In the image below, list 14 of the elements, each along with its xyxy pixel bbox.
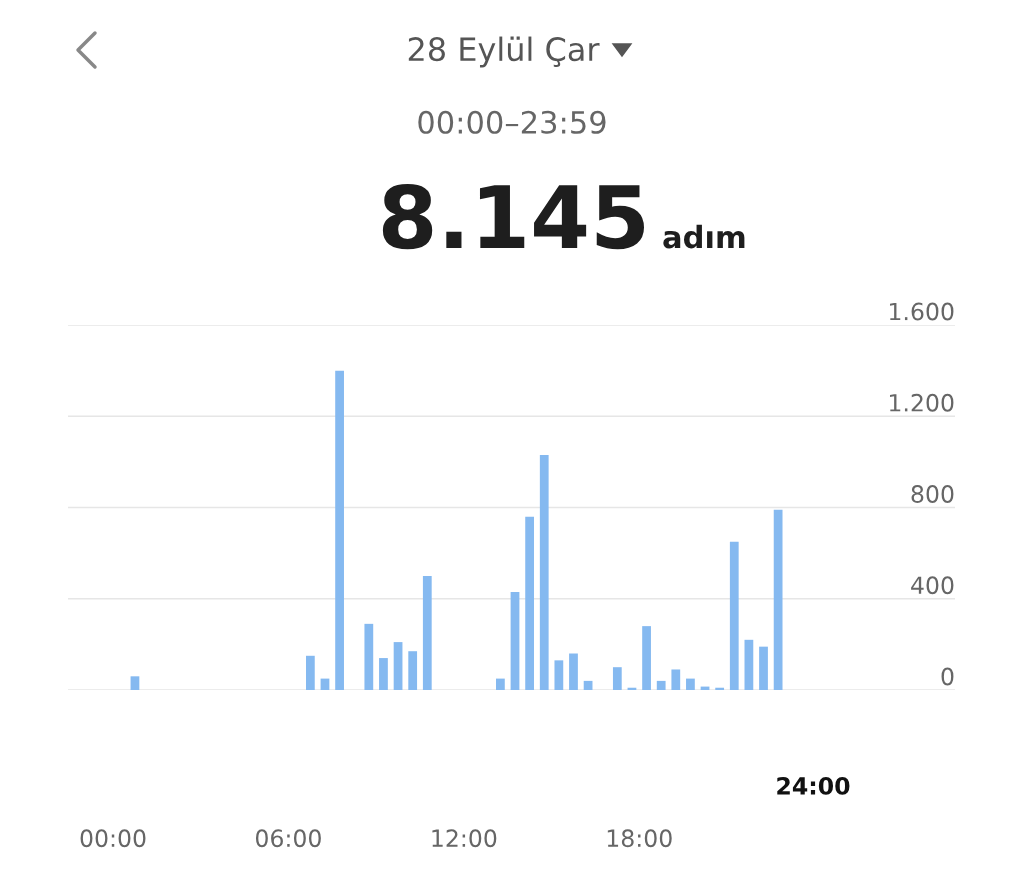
x-tick-label: 00:00: [80, 829, 146, 848]
x-tick-label: 06:00: [255, 829, 321, 848]
y-tick-label: 0: [941, 667, 954, 686]
text: 24:00: [777, 776, 850, 795]
text: 8.145: [382, 184, 644, 250]
x-tick-label: 18:00: [607, 829, 672, 848]
y-tick-label: 1.600: [890, 302, 954, 321]
text: adım: [663, 224, 745, 249]
y-tick-label: 1.200: [890, 393, 954, 412]
x-tick-label: 12:00: [432, 829, 497, 848]
chart-title: 28 Eylül Çar: [408, 36, 600, 68]
y-tick-label: 800: [911, 485, 954, 503]
chart-subtitle: 00:00–23:59: [418, 110, 606, 134]
y-tick-label: 400: [911, 576, 954, 595]
